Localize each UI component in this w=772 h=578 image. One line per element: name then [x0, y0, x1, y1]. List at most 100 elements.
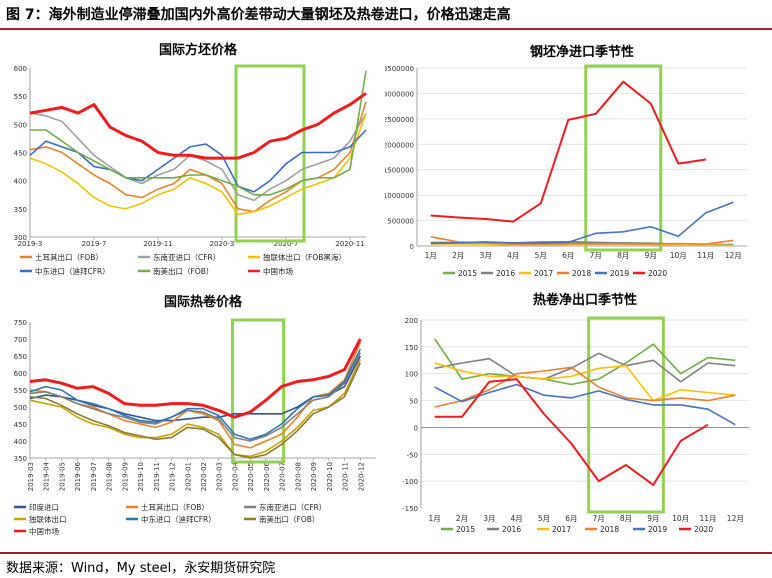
x-tick-label: 1月	[425, 251, 437, 260]
x-tick-label: 8月	[620, 514, 632, 523]
y-tick-label: 550	[14, 387, 27, 395]
x-tick-label: 5月	[538, 514, 550, 523]
y-tick-label: 600	[14, 65, 27, 73]
x-tick-label: 7月	[593, 514, 605, 523]
series-line-5	[430, 80, 706, 223]
legend-label-1: 2016	[502, 525, 521, 534]
chart-title: 钢坯净进口季节性	[530, 44, 634, 60]
y-tick-label: 50	[409, 398, 418, 406]
x-tick-label: 6月	[565, 514, 577, 523]
series-line-5	[29, 92, 367, 160]
y-tick-label: 650	[14, 353, 27, 361]
x-tick-label: 2019-05	[58, 462, 66, 491]
x-tick-label: 2019-12	[169, 462, 177, 491]
series-line-2	[434, 362, 736, 402]
series-line-3	[29, 359, 362, 458]
header-rule	[0, 28, 772, 30]
y-tick-label: 100	[405, 371, 418, 379]
legend-label-0: 2015	[456, 525, 475, 534]
series-line-2	[29, 352, 362, 442]
y-tick-label: 350	[14, 206, 27, 214]
chart-title: 国际热卷价格	[164, 294, 243, 310]
legend-label-3: 独联体出口	[29, 514, 67, 524]
x-tick-label: 2019-10	[137, 462, 145, 491]
y-tick-label: 350	[14, 455, 27, 463]
y-tick-label: 2000000	[385, 141, 414, 149]
x-tick-label: 2019-03	[27, 462, 35, 491]
legend-label-4: 南美出口（FOB）	[153, 266, 213, 276]
y-tick-label: 2500000	[385, 116, 414, 124]
legend-label-2: 2017	[552, 525, 571, 534]
x-tick-label: 2019-08	[106, 462, 114, 491]
y-tick-label: 450	[14, 150, 27, 158]
x-tick-label: 2020-07	[279, 462, 287, 491]
x-tick-label: 2019-3	[18, 240, 43, 248]
y-tick-label: 1500000	[385, 167, 414, 175]
series-line-4	[29, 348, 362, 441]
x-tick-label: 2019-11	[153, 462, 161, 491]
y-tick-label: 500	[14, 121, 27, 129]
legend-label-5: 2020	[694, 525, 713, 534]
x-tick-label: 2020-03	[216, 462, 224, 491]
y-tick-label: 600	[14, 370, 27, 378]
series-line-4	[430, 201, 734, 245]
x-tick-label: 2020-3	[210, 240, 235, 248]
x-tick-label: 2月	[456, 514, 468, 523]
y-tick-label: 0	[414, 424, 418, 432]
y-tick-label: 1000000	[385, 192, 414, 200]
legend-label-2: 2017	[534, 269, 553, 278]
y-tick-label: -100	[402, 478, 418, 486]
y-tick-label: -150	[402, 505, 418, 513]
chart-title: 国际方坯价格	[159, 42, 238, 58]
legend-label-5: 南美出口（FOB）	[259, 514, 319, 524]
y-tick-label: 700	[14, 336, 27, 344]
x-tick-label: 2019-7	[82, 240, 107, 248]
legend-label-4: 中东进口（迪拜CFR）	[141, 514, 216, 524]
x-tick-label: 8月	[617, 251, 629, 260]
y-tick-label: 3500000	[385, 65, 414, 73]
x-tick-label: 12月	[727, 514, 744, 523]
x-tick-label: 3月	[480, 251, 492, 260]
x-tick-label: 9月	[647, 514, 659, 523]
legend-label-6: 中国市场	[29, 526, 59, 536]
x-tick-label: 2019-09	[121, 462, 129, 491]
chart-hrc-seasonal: 热卷净出口季节性 -150 -100 -50 0 50 100 150 200 1月 2月 3月 4月 5…	[402, 292, 749, 534]
x-tick-label: 2020-05	[247, 462, 255, 491]
series-line-1	[29, 342, 362, 449]
legend-label-2: 独联体出口（FOB黑海）	[263, 252, 346, 262]
x-tick-label: 11月	[699, 514, 716, 523]
y-tick-label: 0	[410, 243, 414, 251]
y-tick-label: 150	[405, 344, 418, 352]
highlight-box	[587, 316, 665, 514]
x-tick-label: 2020-11	[335, 240, 364, 248]
x-tick-label: 5月	[535, 251, 547, 260]
chart-hrc-price: 国际热卷价格 350 400 450 500 550 600 650 700 750 2019-03…	[14, 294, 376, 536]
highlight-box	[584, 64, 663, 252]
x-tick-label: 7月	[590, 251, 602, 260]
series-line-4	[30, 70, 367, 196]
x-tick-label: 2020-12	[357, 462, 365, 491]
series-line-3	[434, 366, 736, 408]
x-tick-label: 9月	[645, 251, 657, 260]
x-tick-label: 2020-10	[326, 462, 334, 491]
series-line-4	[434, 383, 736, 426]
source-note: 数据来源：Wind，My steel，永安期货研究院	[6, 561, 276, 576]
figure-title: 图 7：海外制造业停滞叠加国内外高价差带动大量钢坯及热卷进口，价格迅速走高	[6, 7, 511, 23]
x-tick-label: 2019-07	[90, 462, 98, 491]
x-tick-label: 12月	[725, 251, 742, 260]
chart-billet-seasonal: 钢坯净进口季节性 0 500000 1000000 1500000 2000000 2500…	[385, 44, 747, 278]
footer-rule	[0, 552, 772, 554]
x-tick-label: 3月	[483, 514, 495, 523]
y-tick-label: 750	[14, 319, 27, 327]
x-tick-label: 2020-7	[274, 240, 299, 248]
x-tick-label: 2020-09	[310, 462, 318, 491]
y-tick-label: 300	[14, 234, 27, 242]
legend-label-3: 2018	[600, 525, 619, 534]
legend-label-4: 2019	[648, 525, 667, 534]
x-tick-label: 6月	[562, 251, 574, 260]
series-line-2	[29, 112, 367, 216]
y-tick-label: 500000	[387, 218, 414, 226]
x-tick-label: 2019-06	[74, 461, 82, 491]
legend-label-0: 2015	[458, 269, 477, 278]
x-tick-label: 2月	[452, 251, 464, 260]
